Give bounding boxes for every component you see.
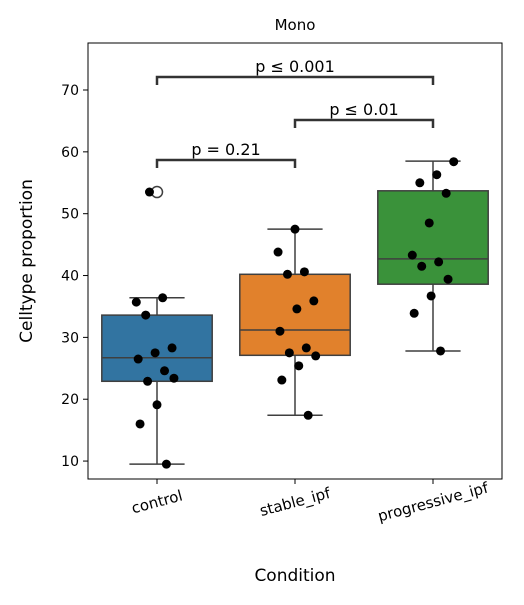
point xyxy=(311,351,321,361)
point xyxy=(434,257,444,267)
point xyxy=(275,326,285,336)
y-tick-label: 60 xyxy=(61,145,79,161)
y-tick-label: 40 xyxy=(61,269,79,285)
y-tick-label: 70 xyxy=(61,83,79,99)
x-tick-label: stable_ipf xyxy=(258,484,333,521)
y-tick-label: 50 xyxy=(61,207,79,223)
point xyxy=(294,361,304,371)
chart-title: Mono xyxy=(275,16,316,34)
point xyxy=(167,343,177,353)
point xyxy=(160,366,170,376)
x-tick-label: control xyxy=(130,487,185,518)
point xyxy=(144,187,154,197)
point xyxy=(436,346,446,356)
point xyxy=(277,375,287,385)
box xyxy=(101,314,213,383)
point xyxy=(426,291,436,301)
significance-bracket xyxy=(293,118,435,128)
box xyxy=(239,273,351,357)
point xyxy=(409,308,419,318)
point xyxy=(141,310,151,320)
box xyxy=(377,190,489,285)
point xyxy=(273,247,283,257)
x-tick-label: progressive_ipf xyxy=(376,478,491,526)
significance-label: p ≤ 0.01 xyxy=(329,100,398,119)
point xyxy=(443,274,453,284)
point xyxy=(169,373,179,383)
y-tick-label: 20 xyxy=(61,392,79,408)
point xyxy=(150,348,160,358)
point xyxy=(161,459,171,469)
point xyxy=(424,218,434,228)
point xyxy=(143,376,153,386)
point xyxy=(152,400,162,410)
point xyxy=(290,224,300,234)
point xyxy=(449,157,459,167)
point xyxy=(415,178,425,188)
point xyxy=(432,170,442,180)
point xyxy=(292,304,302,314)
point xyxy=(133,354,143,364)
y-tick-label: 10 xyxy=(61,454,79,470)
significance-bracket xyxy=(155,158,297,168)
significance-bracket xyxy=(155,75,435,85)
point xyxy=(284,348,294,358)
point xyxy=(303,410,313,420)
y-axis-label: Celltype proportion xyxy=(17,179,37,343)
point xyxy=(131,297,141,307)
y-tick-label: 30 xyxy=(61,330,79,346)
point xyxy=(135,419,145,429)
point xyxy=(417,261,427,271)
point xyxy=(299,267,309,277)
significance-label: p ≤ 0.001 xyxy=(255,57,335,76)
x-axis-label: Condition xyxy=(254,566,335,586)
point xyxy=(407,250,417,260)
point xyxy=(282,269,292,279)
point xyxy=(301,343,311,353)
significance-label: p = 0.21 xyxy=(191,140,260,159)
point xyxy=(441,188,451,198)
point xyxy=(309,296,319,306)
point xyxy=(158,293,168,303)
